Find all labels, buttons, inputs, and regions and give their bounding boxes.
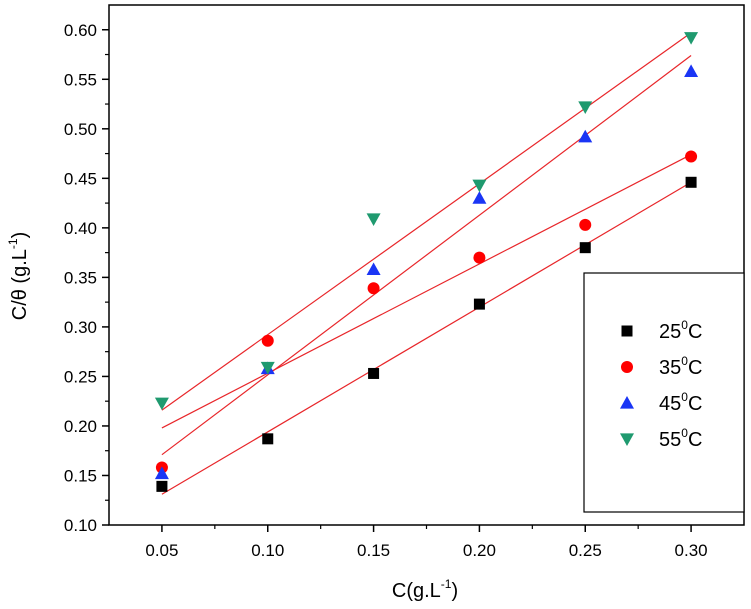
data-point (154, 466, 169, 480)
legend-marker (620, 433, 634, 446)
y-axis: 0.10 0.15 0.20 0.25 0.30 0.35 0.40 0.45 0.50 0.55… (64, 21, 109, 535)
y-tick-label: 0.40 (64, 219, 97, 238)
fit-line (161, 55, 692, 456)
data-point (368, 367, 380, 379)
y-tick-label: 0.45 (64, 169, 97, 188)
legend-label: 450C (659, 390, 702, 415)
legend-marker (621, 361, 633, 373)
data-point (472, 191, 487, 204)
data-point (472, 179, 487, 193)
legend-marker (620, 396, 634, 409)
y-tick-label: 0.50 (64, 120, 97, 139)
data-point (685, 176, 697, 188)
y-tick-label: 0.60 (64, 21, 97, 40)
x-tick-label: 0.15 (357, 541, 390, 560)
fit-line (161, 32, 692, 411)
y-tick-label: 0.15 (64, 466, 97, 485)
x-axis-title: C(g.L-1) (392, 577, 458, 602)
data-point (684, 32, 699, 45)
data-point (261, 334, 274, 347)
x-tick-label: 0.30 (675, 541, 708, 560)
y-tick-label: 0.30 (64, 318, 97, 337)
legend-label: 550C (659, 426, 702, 451)
data-point (578, 101, 593, 115)
data-point (366, 262, 381, 276)
data-point (579, 242, 591, 254)
y-tick-label: 0.25 (64, 367, 97, 386)
data-point (684, 64, 699, 77)
y-axis-title: C/θ (g.L-1) (6, 232, 31, 321)
data-points (154, 32, 699, 492)
data-point (156, 480, 168, 492)
data-point (578, 129, 593, 143)
data-point (262, 433, 274, 445)
x-axis: 0.05 0.10 0.15 0.20 0.25 0.30 (145, 525, 708, 560)
legend-marker (621, 325, 633, 337)
legend-label: 350C (659, 354, 702, 379)
fit-line (161, 181, 692, 495)
x-tick-label: 0.20 (463, 541, 496, 560)
x-tick-label: 0.25 (569, 541, 602, 560)
y-tick-label: 0.55 (64, 70, 97, 89)
data-point (685, 150, 698, 163)
data-point (260, 361, 275, 375)
y-tick-label: 0.35 (64, 268, 97, 287)
data-point (473, 298, 485, 310)
data-point (366, 213, 381, 226)
data-point (367, 282, 380, 295)
legend: 250C 350C 450C 550C (583, 272, 745, 513)
x-tick-label: 0.10 (251, 541, 284, 560)
fit-line (161, 154, 692, 429)
data-point (579, 218, 592, 231)
fit-lines (161, 32, 692, 495)
y-tick-label: 0.10 (64, 516, 97, 535)
y-tick-label: 0.20 (64, 417, 97, 436)
x-tick-label: 0.05 (145, 541, 178, 560)
data-point (154, 397, 169, 411)
data-point (473, 251, 486, 264)
legend-label: 250C (659, 318, 702, 343)
